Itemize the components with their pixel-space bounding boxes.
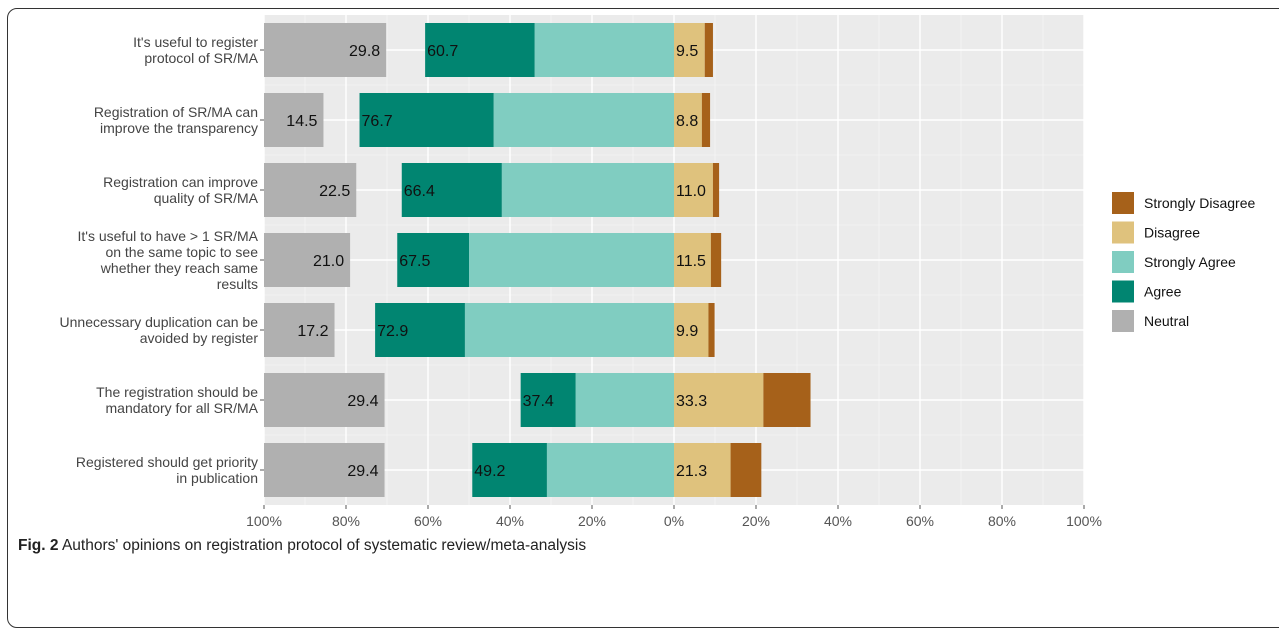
bar-agree [375,303,465,357]
bar-disagree [674,93,702,147]
bar-disagree [674,233,711,287]
x-tick-label: 60% [906,513,934,529]
legend-key [1112,310,1134,332]
label-disagree-total: 9.5 [676,43,698,60]
category-label: The registration should be [96,384,258,400]
category-label: results [217,276,258,292]
category-label: Registered should get priority [76,454,258,470]
bar-disagree [674,163,713,217]
bar-strongly-agree [469,233,674,287]
diverging-bar-chart: 29.8 60.7 9.5 It's useful to registerprotoc… [60,15,1255,529]
bar-strongly-disagree [701,93,711,147]
label-disagree-total: 11.0 [676,183,706,200]
category-label: mandatory for all SR/MA [106,400,259,416]
bar-strongly-agree [546,443,674,497]
legend-label: Strongly Agree [1144,254,1236,270]
category-label: in publication [176,470,258,486]
label-neutral: 17.2 [297,323,328,340]
label-neutral: 29.4 [347,463,378,480]
label-disagree-total: 11.5 [676,253,706,270]
label-neutral: 29.8 [349,43,380,60]
legend-key [1112,251,1134,273]
x-tick-label: 20% [742,513,770,529]
label-agree-total: 37.4 [523,393,554,410]
x-tick-label: 80% [988,513,1016,529]
legend-label: Strongly Disagree [1144,195,1255,211]
bar-neutral [264,303,335,357]
x-tick-label: 60% [414,513,442,529]
legend-label: Agree [1144,284,1182,300]
bar-neutral [264,93,324,147]
label-agree-total: 72.9 [377,323,408,340]
label-neutral: 22.5 [319,183,350,200]
category-label: Unnecessary duplication can be [60,314,259,330]
bar-strongly-disagree [708,303,715,357]
label-agree-total: 49.2 [474,463,505,480]
bar-neutral [264,233,351,287]
legend-label: Neutral [1144,313,1189,329]
category-label: improve the transparency [100,120,258,136]
bar-agree [359,93,494,147]
legend-key [1112,221,1134,244]
label-disagree-total: 33.3 [676,393,707,410]
bar-agree [472,443,547,497]
legend-key [1112,280,1134,303]
x-tick-label: 20% [578,513,606,529]
figure-caption: Fig. 2 Authors' opinions on registration… [18,537,586,555]
bar-disagree [674,443,731,497]
category-label: Registration of SR/MA can [94,104,258,120]
label-neutral: 14.5 [286,113,317,130]
label-agree-total: 60.7 [427,43,458,60]
bar-strongly-disagree [712,163,720,217]
legend-label: Disagree [1144,225,1200,241]
bar-disagree [674,303,709,357]
label-disagree-total: 9.9 [676,323,698,340]
label-disagree-total: 8.8 [676,113,698,130]
bar-strongly-disagree [730,443,762,497]
caption-label: Fig. 2 [18,537,59,554]
bar-strongly-agree [575,373,674,427]
category-label: It's useful to have > 1 SR/MA [78,228,259,244]
bar-agree [401,163,502,217]
category-label: on the same topic to see [105,244,258,260]
x-tick-label: 100% [1066,513,1102,529]
category-label: avoided by register [140,330,259,346]
legend-key [1112,192,1134,214]
bar-agree [425,23,535,77]
bar-strongly-disagree [710,233,722,287]
category-label: quality of SR/MA [154,190,259,206]
bar-strongly-agree [464,303,674,357]
category-label: It's useful to register [133,34,258,50]
bar-strongly-agree [501,163,674,217]
bar-neutral [264,443,385,497]
bar-neutral [264,163,357,217]
bar-strongly-disagree [763,373,811,427]
bar-disagree [674,373,764,427]
bar-agree [397,233,469,287]
category-label: whether they reach same [100,260,258,276]
x-tick-label: 0% [664,513,684,529]
label-neutral: 29.4 [347,393,378,410]
category-label: protocol of SR/MA [144,50,258,66]
category-label: Registration can improve [103,174,258,190]
label-agree-total: 67.5 [399,253,430,270]
label-agree-total: 76.7 [362,113,393,130]
label-agree-total: 66.4 [404,183,435,200]
label-disagree-total: 21.3 [676,463,707,480]
bar-strongly-agree [493,93,674,147]
caption-text: Authors' opinions on registration protoc… [61,537,587,554]
bar-strongly-agree [534,23,674,77]
x-tick-label: 80% [332,513,360,529]
x-tick-label: 40% [496,513,524,529]
bar-strongly-disagree [704,23,713,77]
label-neutral: 21.0 [313,253,344,270]
bar-neutral [264,23,387,77]
x-tick-label: 40% [824,513,852,529]
bar-disagree [674,23,705,77]
bar-agree [520,373,576,427]
x-tick-label: 100% [246,513,282,529]
bar-neutral [264,373,385,427]
